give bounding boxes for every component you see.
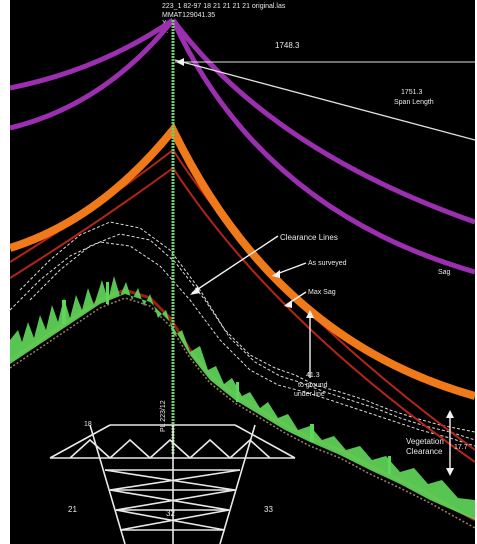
coordinate-id-text: MMAT129041.35 — [162, 12, 215, 19]
tower-center-dim: 32 — [166, 509, 175, 518]
upper-conductors — [10, 17, 475, 275]
to-ground-label: to ground — [298, 382, 328, 389]
vegetation-point-cloud — [10, 276, 475, 520]
max-sag-label: Max Sag — [308, 289, 336, 296]
vegetation-label: Vegetation — [406, 437, 444, 446]
tower-left-dim: 21 — [68, 505, 77, 514]
lidar-profile-view: 223_1 82-97 18 21 21 21 21 original.las … — [10, 0, 475, 544]
transmission-tower — [49, 424, 296, 544]
clearance-lines-label: Clearance Lines — [280, 233, 338, 242]
as-surveyed-lines — [10, 221, 475, 447]
as-surveyed-label: As surveyed — [308, 260, 347, 267]
span-value-top: 1748.3 — [275, 41, 300, 50]
sag-label: Sag — [438, 269, 451, 276]
lower-conductor — [10, 122, 475, 400]
under-line-label: under line — [294, 391, 325, 398]
tower-right-dim: 33 — [264, 505, 273, 514]
profile-diagram: 223_1 82-97 18 21 21 21 21 original.las … — [10, 0, 475, 544]
clearance-label: Clearance — [406, 447, 443, 456]
vegetation-clearance-value: 17.7 — [454, 444, 468, 451]
file-info-text: 223_1 82-97 18 21 21 21 21 original.las — [162, 3, 286, 10]
annotation-arrowheads — [176, 58, 454, 476]
background — [10, 0, 475, 544]
ground-distance-value: 41.3 — [306, 372, 320, 379]
span-length-line — [174, 59, 475, 141]
span-length-label: Span Length — [394, 99, 434, 106]
pole-tag: PL 223/12 — [160, 400, 167, 432]
span-value-right: 1751.3 — [401, 89, 423, 96]
terrain-surface — [10, 297, 475, 529]
tower-crossarm-dim: 18 — [84, 421, 92, 428]
